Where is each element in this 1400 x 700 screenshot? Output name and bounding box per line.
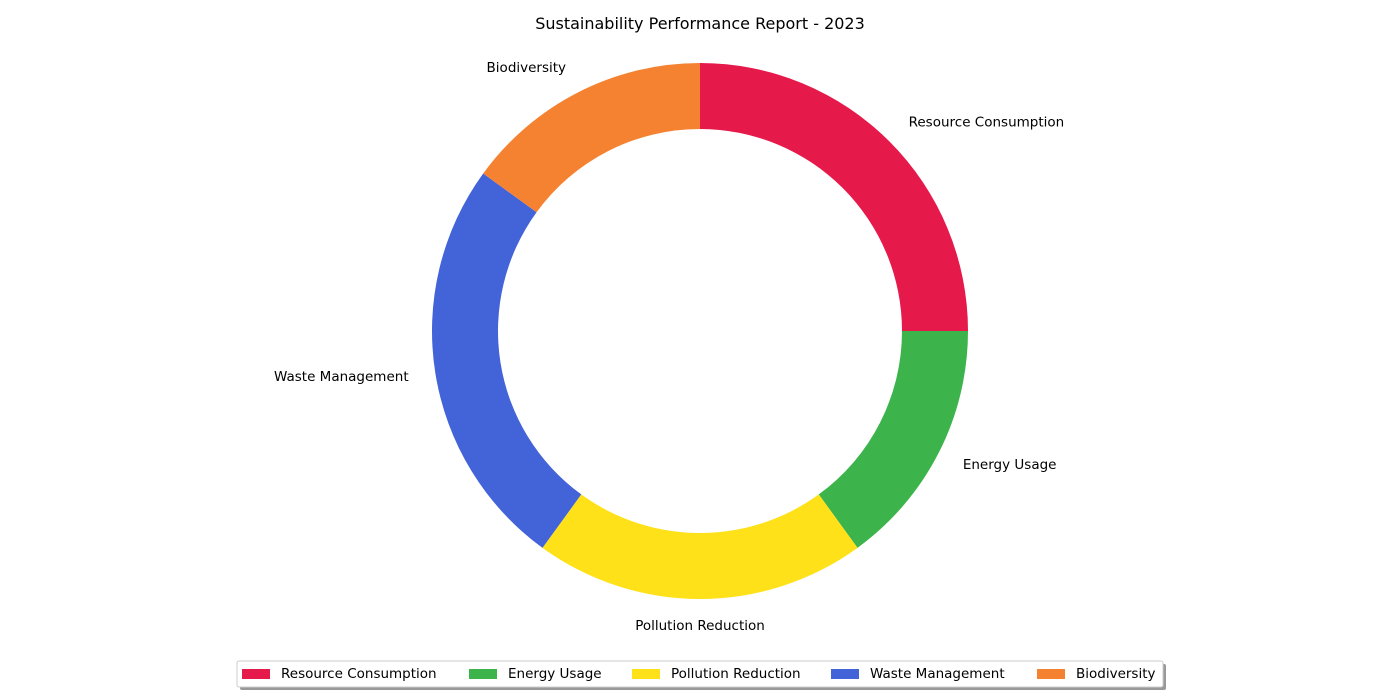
legend-label-resource-consumption: Resource Consumption xyxy=(281,666,437,682)
legend-label-biodiversity: Biodiversity xyxy=(1076,666,1156,682)
slice-energy-usage xyxy=(818,331,968,548)
legend-item-resource-consumption: Resource Consumption xyxy=(242,666,437,682)
legend-box xyxy=(236,660,1164,688)
slice-waste-management xyxy=(432,173,582,548)
legend-swatch-biodiversity xyxy=(1037,669,1065,679)
legend: Resource Consumption Energy Usage Pollutio… xyxy=(236,660,1166,690)
slice-label-resource-consumption: Resource Consumption xyxy=(909,114,1065,130)
slice-label-biodiversity: Biodiversity xyxy=(487,60,567,76)
slice-resource-consumption xyxy=(700,63,968,331)
legend-item-biodiversity: Biodiversity xyxy=(1037,666,1156,682)
slice-biodiversity xyxy=(483,63,700,213)
slice-label-energy-usage: Energy Usage xyxy=(963,457,1057,473)
legend-label-energy-usage: Energy Usage xyxy=(508,666,602,682)
slice-labels: Resource Consumption Energy Usage Pollutio… xyxy=(274,60,1064,634)
legend-label-waste-management: Waste Management xyxy=(870,666,1005,682)
legend-swatch-resource-consumption xyxy=(242,669,270,679)
legend-item-waste-management: Waste Management xyxy=(831,666,1005,682)
slice-pollution-reduction xyxy=(542,494,858,599)
donut-slices xyxy=(432,63,968,599)
legend-item-energy-usage: Energy Usage xyxy=(469,666,602,682)
slice-label-pollution-reduction: Pollution Reduction xyxy=(635,618,765,634)
legend-items: Resource Consumption Energy Usage Pollutio… xyxy=(242,666,1156,682)
slice-label-waste-management: Waste Management xyxy=(274,369,409,385)
legend-swatch-pollution-reduction xyxy=(632,669,660,679)
legend-label-pollution-reduction: Pollution Reduction xyxy=(671,666,801,682)
legend-item-pollution-reduction: Pollution Reduction xyxy=(632,666,801,682)
chart-title: Sustainability Performance Report - 2023 xyxy=(535,14,865,33)
legend-swatch-energy-usage xyxy=(469,669,497,679)
legend-swatch-waste-management xyxy=(831,669,859,679)
